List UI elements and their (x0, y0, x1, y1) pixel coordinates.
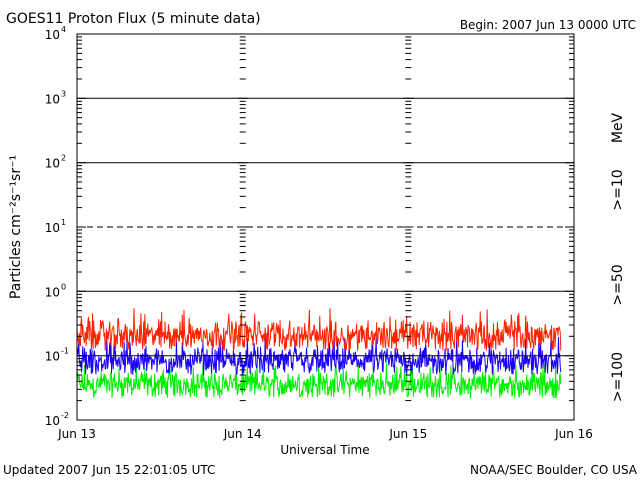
y-tick-base: 10 (45, 157, 60, 171)
legend-ge50: >=50 (610, 264, 626, 305)
y-tick-label: 10 2 (45, 154, 66, 171)
x-tick-label: Jun 16 (554, 427, 593, 441)
y-tick-label: 10 4 (45, 25, 66, 42)
y-tick-exponent: 4 (61, 25, 66, 34)
series-layer (76, 308, 562, 399)
y-tick-exponent: -1 (61, 347, 69, 356)
x-axis-title: Universal Time (280, 443, 369, 457)
series-line (76, 362, 562, 399)
y-axis-ticks (77, 33, 574, 421)
series-line (76, 336, 562, 376)
y-tick-exponent: 0 (61, 282, 66, 291)
x-tick-label: Jun 15 (388, 427, 427, 441)
y-tick-base: 10 (45, 221, 60, 235)
legend-ge10: >=10 (610, 169, 626, 210)
y-tick-exponent: -2 (61, 411, 69, 420)
y-tick-base: 10 (45, 414, 60, 428)
y-tick-label: 10 0 (45, 282, 66, 299)
y-axis-title: Particles cm⁻²s⁻¹sr⁻¹ (8, 155, 24, 299)
credit: NOAA/SEC Boulder, CO USA (470, 463, 638, 477)
y-tick-exponent: 3 (61, 89, 66, 98)
x-tick-label: Jun 14 (223, 427, 262, 441)
y-tick-base: 10 (45, 285, 60, 299)
updated-time: Updated 2007 Jun 15 22:01:05 UTC (3, 463, 215, 477)
legend-ge100: >=100 (610, 352, 626, 402)
y-tick-base: 10 (45, 92, 60, 106)
x-axis-labels: Jun 13 Jun 14 Jun 15 Jun 16 (57, 427, 593, 441)
reference-lines (77, 97, 574, 357)
y-tick-label: 10 1 (45, 218, 66, 235)
chart-title: GOES11 Proton Flux (5 minute data) (6, 11, 261, 27)
plot-frame (76, 33, 575, 421)
y-tick-label: 10 -1 (45, 347, 69, 364)
series-line (76, 308, 562, 351)
unit-label: MeV (610, 112, 626, 143)
x-tick-label: Jun 13 (57, 427, 96, 441)
y-tick-label: 10 -2 (45, 411, 69, 428)
y-tick-base: 10 (45, 28, 60, 42)
y-tick-label: 10 3 (45, 89, 66, 106)
begin-time: Begin: 2007 Jun 13 0000 UTC (460, 18, 636, 32)
y-tick-base: 10 (45, 350, 60, 364)
y-tick-exponent: 1 (61, 218, 66, 227)
y-tick-exponent: 2 (61, 154, 66, 163)
